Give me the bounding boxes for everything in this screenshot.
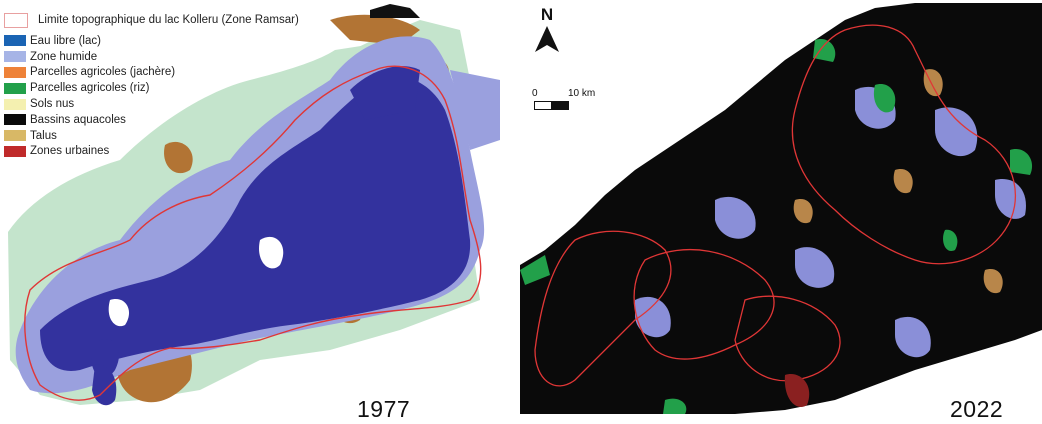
legend-label: Talus xyxy=(30,129,57,142)
legend-label: Zones urbaines xyxy=(30,145,110,158)
urban-patch-2022 xyxy=(784,374,810,407)
scale-bar: 0 10 km xyxy=(530,88,610,118)
legend-item-sols-nus: Sols nus xyxy=(4,96,334,112)
legend-swatch xyxy=(4,35,26,47)
legend: Limite topographique du lac Kolleru (Zon… xyxy=(4,11,334,159)
legend-label: Zone humide xyxy=(30,50,98,63)
legend-swatch xyxy=(4,98,26,110)
legend-swatch xyxy=(4,66,26,78)
legend-swatch xyxy=(4,145,26,157)
ramsar-boundary-1977 xyxy=(24,65,482,401)
legend-label: Eau libre (lac) xyxy=(30,34,101,47)
year-label-1977: 1977 xyxy=(357,396,411,422)
north-arrow: N xyxy=(532,6,562,54)
scale-start-label: 0 xyxy=(532,88,538,99)
legend-swatch xyxy=(4,82,26,94)
black-feature xyxy=(370,4,420,18)
north-letter: N xyxy=(540,5,554,24)
legend-boundary: Limite topographique du lac Kolleru (Zon… xyxy=(4,11,334,29)
wetland-patches-2022 xyxy=(635,86,1026,358)
legend-swatch xyxy=(4,130,26,142)
ramsar-boundary-2022 xyxy=(534,24,1017,387)
legend-label: Parcelles agricoles (riz) xyxy=(30,82,150,95)
scale-end-label: 10 km xyxy=(568,88,596,99)
map-2022-svg xyxy=(520,3,1042,414)
legend-item-jachere: Parcelles agricoles (jachère) xyxy=(4,65,334,81)
map-1977: Limite topographique du lac Kolleru (Zon… xyxy=(0,0,500,424)
talus-patches-2022 xyxy=(793,69,1003,294)
year-label-2022: 2022 xyxy=(950,396,1004,422)
legend-swatch xyxy=(4,114,26,126)
lake-1977 xyxy=(40,66,471,406)
aquaculture-area xyxy=(520,3,1042,414)
legend-label: Bassins aquacoles xyxy=(30,113,126,126)
legend-label: Sols nus xyxy=(30,98,75,111)
legend-label: Parcelles agricoles (jachère) xyxy=(30,66,176,79)
legend-item-eau-libre: Eau libre (lac) xyxy=(4,33,334,49)
legend-item-bassins: Bassins aquacoles xyxy=(4,112,334,128)
map-2022: 2022 xyxy=(515,0,1042,424)
legend-item-zone-humide: Zone humide xyxy=(4,49,334,65)
legend-item-riz: Parcelles agricoles (riz) xyxy=(4,80,334,96)
legend-boundary-label: Limite topographique du lac Kolleru (Zon… xyxy=(38,14,299,26)
rice-patches-2022 xyxy=(520,39,1033,414)
island-gaps xyxy=(108,236,284,327)
legend-boundary-swatch xyxy=(4,12,28,28)
scale-segment-black xyxy=(551,101,569,110)
map-1977-svg xyxy=(8,4,500,406)
legend-item-talus: Talus xyxy=(4,128,334,144)
north-arrow-icon xyxy=(535,26,559,52)
legend-item-urbaines: Zones urbaines xyxy=(4,144,334,160)
legend-swatch xyxy=(4,51,26,63)
scale-segment-white xyxy=(534,101,552,110)
